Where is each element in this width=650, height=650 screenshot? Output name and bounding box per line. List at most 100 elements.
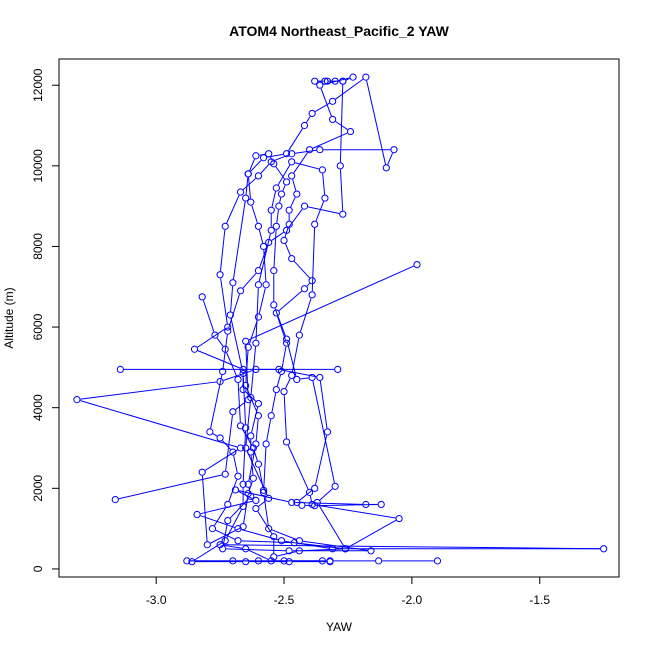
data-point: [395, 514, 403, 523]
data-point: [262, 440, 270, 448]
y-tick-label: 4000: [31, 394, 45, 421]
data-point: [183, 557, 191, 565]
data-point: [288, 371, 296, 380]
data-point: [382, 164, 390, 172]
data-point: [206, 428, 214, 436]
series-segment: [276, 209, 279, 223]
series-segment: [235, 401, 246, 410]
data-point: [254, 222, 263, 230]
data-point: [346, 127, 355, 136]
series-segment: [212, 433, 218, 437]
series-segment: [258, 288, 266, 314]
y-tick-label: 6000: [31, 313, 45, 340]
data-point: [247, 492, 255, 500]
y-tick-label: 8000: [31, 233, 45, 260]
data-point: [308, 277, 316, 285]
data-point: [249, 474, 257, 482]
data-point: [254, 172, 263, 180]
data-point: [265, 525, 273, 533]
series-segment: [248, 549, 269, 560]
series-segment: [339, 84, 344, 163]
x-tick-label: -2.5: [274, 593, 295, 607]
data-point: [244, 343, 252, 351]
data-point: [375, 557, 383, 565]
data-point: [331, 482, 339, 490]
series-segment: [226, 548, 286, 552]
data-point: [329, 545, 337, 553]
series-4: [198, 293, 268, 494]
data-point: [242, 558, 250, 566]
series-segment: [216, 337, 224, 347]
data-point: [265, 494, 273, 502]
data-point: [313, 498, 321, 507]
series-segment: [295, 162, 320, 170]
series-segment: [257, 511, 273, 534]
data-point: [282, 339, 291, 347]
data-point: [252, 496, 260, 505]
series-segment: [237, 383, 241, 423]
data-point: [288, 498, 296, 507]
series-segment: [223, 544, 243, 549]
data-point: [300, 285, 309, 293]
series-segment: [318, 505, 344, 546]
series-segment: [246, 451, 268, 496]
data-point: [242, 337, 250, 345]
data-point: [413, 260, 421, 269]
data-point: [247, 432, 255, 440]
series-segment: [258, 233, 271, 282]
data-point: [254, 400, 263, 408]
series-segment: [226, 195, 240, 224]
series-segment: [197, 350, 240, 369]
series-segment: [222, 440, 231, 450]
series-segment: [260, 164, 270, 174]
series-segment: [229, 498, 249, 519]
y-axis: 0 2000 4000 6000 8000 10000 12000: [31, 68, 60, 572]
data-point: [236, 422, 245, 430]
series-segment: [279, 197, 282, 203]
data-point: [211, 331, 219, 339]
data-point: [339, 77, 347, 85]
data-series: [73, 73, 608, 566]
series-segment: [285, 378, 291, 389]
data-point: [254, 281, 263, 289]
series-segment: [277, 551, 296, 557]
series-segment: [318, 504, 378, 507]
data-point: [285, 206, 293, 214]
series-segment: [225, 415, 233, 471]
series-segment: [242, 376, 246, 425]
series-segment: [299, 298, 312, 332]
series-segment: [255, 419, 259, 441]
data-point: [249, 444, 257, 452]
data-point: [244, 396, 252, 404]
data-point: [244, 170, 252, 178]
series-segment: [322, 173, 326, 195]
data-point: [193, 510, 201, 519]
data-point: [282, 178, 291, 186]
series-segment: [228, 479, 238, 502]
data-point: [323, 428, 332, 436]
data-point: [288, 158, 296, 166]
series-segment: [315, 435, 328, 485]
series-2: [116, 365, 342, 373]
series-segment: [274, 154, 289, 161]
data-point: [239, 502, 247, 511]
data-point: [259, 242, 268, 251]
data-point: [73, 396, 81, 404]
data-point: [270, 160, 278, 168]
data-point: [224, 500, 232, 509]
series-segment: [275, 166, 285, 180]
data-point: [316, 146, 324, 154]
data-point: [282, 150, 291, 158]
series-segment: [287, 445, 309, 490]
data-point: [224, 516, 232, 525]
series-segment: [230, 286, 234, 312]
series-segment: [219, 229, 226, 272]
data-point: [377, 500, 385, 509]
series-segment: [202, 300, 215, 332]
series-segment: [282, 369, 317, 378]
series-segment: [230, 318, 243, 371]
data-point: [224, 327, 232, 335]
data-point: [247, 198, 255, 206]
data-point: [242, 381, 250, 390]
data-point: [252, 152, 260, 160]
